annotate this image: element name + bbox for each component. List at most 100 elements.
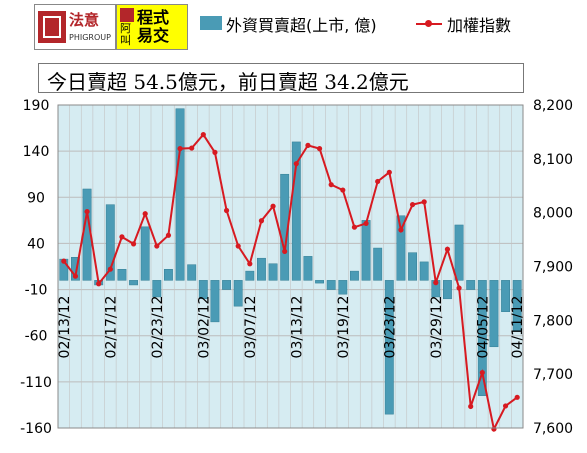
bar-31: [419, 261, 429, 281]
bar-14: [222, 280, 231, 290]
index-point-27: [375, 178, 381, 185]
index-point-10: [177, 146, 183, 152]
index-point-2: [84, 208, 90, 215]
phigroup-mark-icon: [38, 11, 66, 43]
bar-20: [291, 141, 301, 281]
bar-10: [175, 108, 185, 281]
index-point-23: [328, 182, 334, 188]
x-label: 04/11/12: [510, 296, 526, 359]
legend-bar-swatch: [200, 16, 222, 30]
x-label: 03/19/12: [336, 296, 352, 359]
index-point-26: [363, 220, 369, 227]
left-tick-label: -60: [25, 329, 48, 345]
bar-6: [129, 280, 138, 286]
bar-16: [245, 270, 255, 281]
bar-22: [315, 280, 324, 284]
bar-28: [384, 280, 394, 415]
x-label: 03/23/12: [382, 296, 398, 359]
index-point-5: [119, 234, 125, 240]
x-label: 03/07/12: [243, 296, 259, 359]
index-point-34: [456, 285, 462, 291]
bar-17: [257, 257, 266, 281]
bar-26: [361, 220, 371, 281]
x-label: 03/13/12: [289, 296, 305, 359]
index-point-39: [514, 394, 520, 400]
bar-24: [338, 280, 348, 295]
program-trading-mark-icon: [120, 8, 134, 22]
left-tick-label: -110: [20, 375, 52, 391]
left-tick-label: -10: [25, 283, 48, 299]
right-tick-label: 8,200: [533, 98, 573, 114]
left-tick-label: 40: [27, 236, 45, 252]
index-point-35: [468, 403, 474, 410]
left-tick-label: 190: [23, 98, 50, 114]
bar-25: [350, 270, 359, 281]
index-point-20: [293, 161, 299, 167]
bar-8: [152, 280, 162, 298]
index-point-11: [189, 145, 195, 151]
bar-23: [326, 280, 336, 290]
bar-1: [71, 257, 80, 281]
bar-35: [466, 280, 476, 290]
index-point-4: [107, 266, 113, 272]
bar-39: [512, 280, 522, 331]
index-point-0: [61, 258, 67, 264]
bar-30: [408, 252, 417, 281]
bar-5: [117, 269, 127, 281]
bar-9: [164, 269, 173, 281]
index-point-6: [130, 241, 137, 247]
bar-12: [198, 280, 208, 300]
x-label: 04/05/12: [475, 296, 491, 359]
program-trading-big: 程式 易交: [137, 8, 170, 45]
legend-line-label: 加權指數: [447, 16, 512, 35]
bar-13: [210, 280, 220, 323]
index-point-22: [316, 146, 323, 152]
index-point-19: [282, 248, 288, 255]
bar-11: [187, 264, 197, 281]
index-point-36: [479, 369, 485, 376]
bar-38: [501, 280, 510, 312]
bar-21: [303, 256, 313, 281]
x-label: 03/29/12: [429, 296, 445, 359]
program-trading-small: 阿叫: [120, 22, 131, 47]
index-point-15: [235, 243, 241, 249]
bar-15: [233, 280, 243, 307]
x-label: 02/17/12: [103, 296, 119, 359]
right-tick-label: 7,700: [533, 367, 573, 383]
index-point-32: [433, 280, 439, 286]
index-point-16: [247, 261, 253, 267]
x-label: 02/13/12: [57, 296, 73, 359]
index-point-18: [270, 203, 276, 209]
index-point-28: [386, 169, 392, 175]
left-tick-label: -160: [20, 421, 52, 437]
x-label: 03/02/12: [196, 296, 212, 359]
bar-4: [105, 204, 115, 281]
right-tick-label: 7,800: [533, 313, 573, 329]
left-tick-label: 140: [23, 144, 50, 160]
bar-37: [489, 280, 499, 348]
program-trading-logo: 阿叫 程式 易交: [116, 4, 188, 50]
index-point-38: [502, 403, 509, 409]
bar-27: [373, 247, 383, 281]
bar-18: [268, 263, 278, 281]
index-point-21: [305, 142, 311, 148]
phigroup-brand: 法意: [69, 11, 100, 29]
right-tick-label: 8,100: [533, 152, 573, 168]
left-tick-label: 90: [27, 190, 45, 206]
bar-33: [443, 280, 452, 300]
index-point-3: [96, 281, 102, 287]
index-point-33: [444, 246, 451, 252]
bar-7: [140, 226, 150, 281]
summary-text: 今日賣超 54.5億元，前日賣超 34.2億元: [47, 70, 409, 94]
summary-box: 今日賣超 54.5億元，前日賣超 34.2億元: [38, 63, 524, 94]
legend-bar-label: 外資買賣超(上市, 億): [226, 16, 377, 35]
index-point-14: [223, 207, 230, 214]
right-tick-label: 8,000: [533, 206, 573, 222]
index-point-13: [212, 149, 218, 155]
right-tick-label: 7,600: [533, 421, 573, 437]
index-point-29: [398, 227, 404, 233]
bar-34: [454, 224, 464, 281]
index-point-30: [409, 201, 416, 208]
index-point-1: [72, 273, 79, 279]
